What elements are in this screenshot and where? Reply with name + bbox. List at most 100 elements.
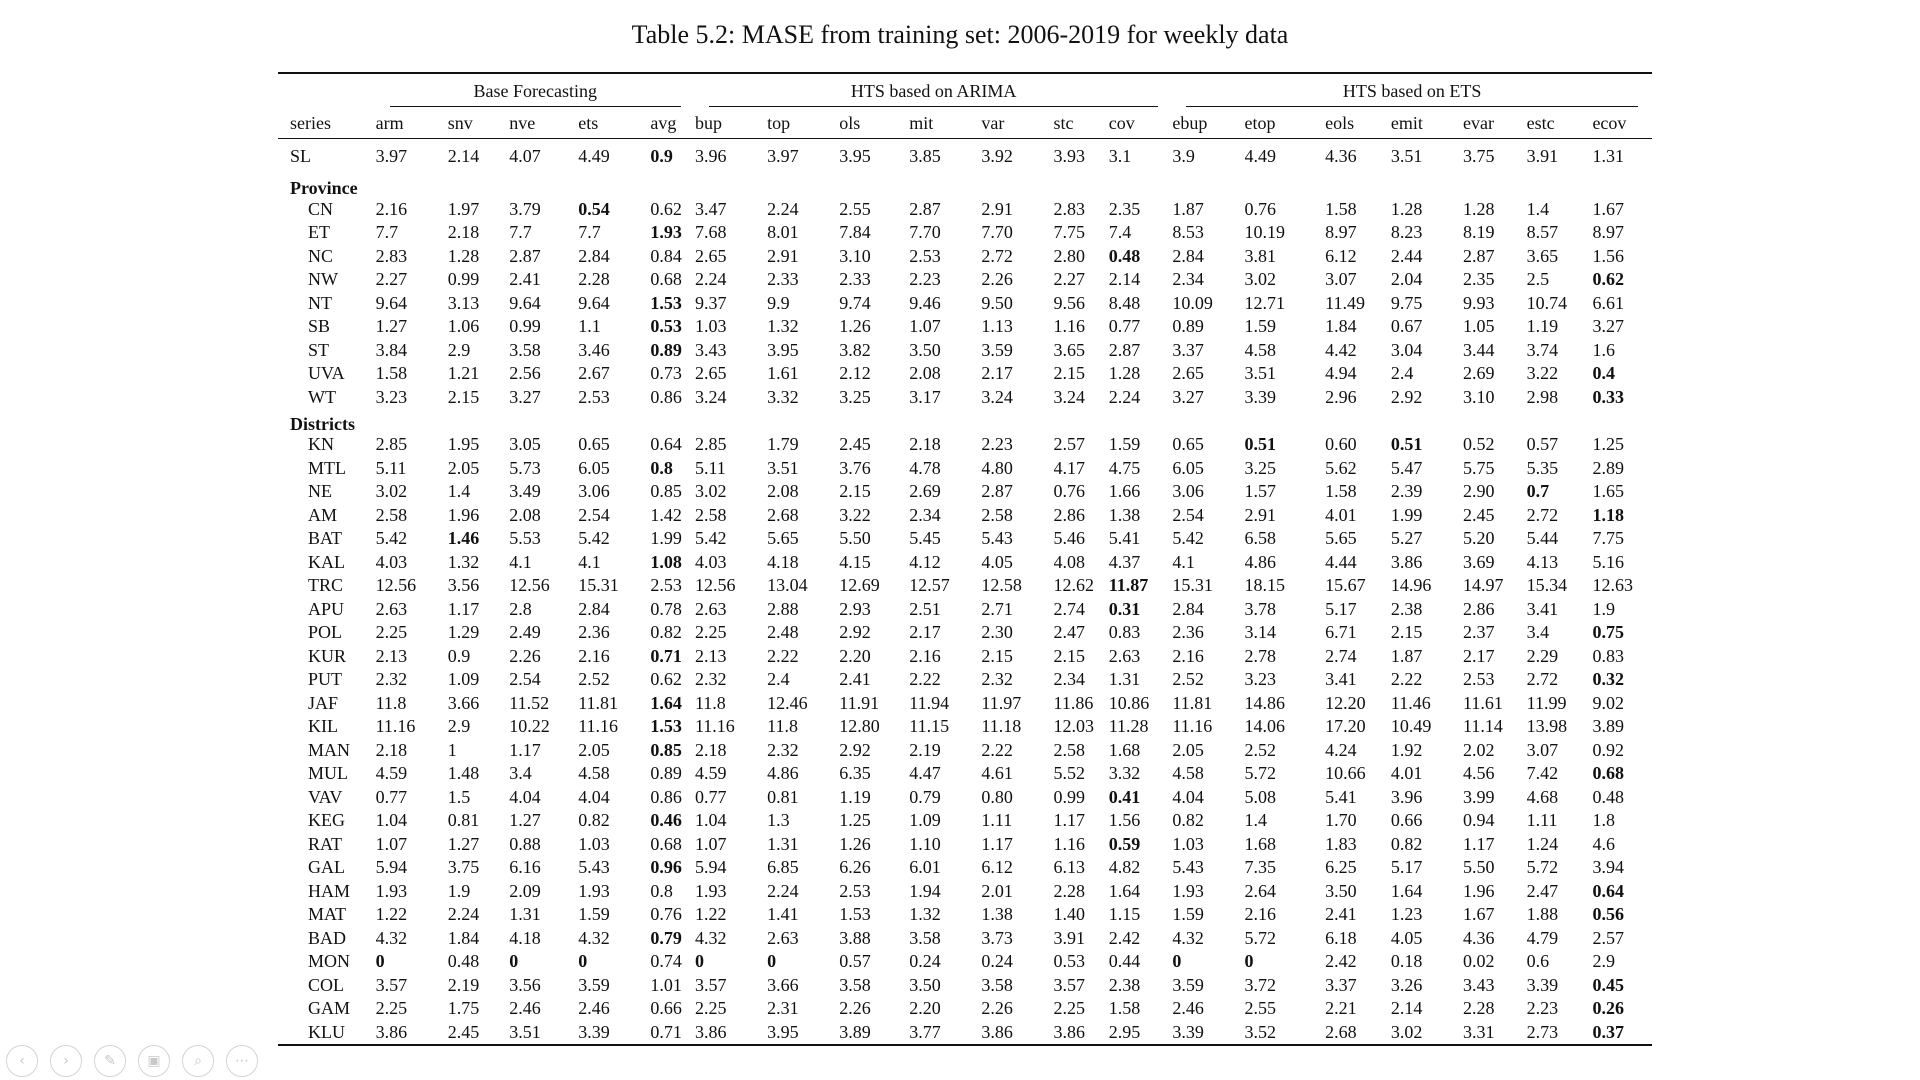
series-name-cell: SL bbox=[290, 146, 312, 166]
value-cell-top: 2.63 bbox=[767, 927, 799, 948]
value-cell-estc: 3.91 bbox=[1526, 146, 1559, 166]
value-cell-etop: 7.35 bbox=[1244, 857, 1277, 878]
value-cell-top: 3.32 bbox=[767, 386, 799, 407]
value-cell-ets: 4.32 bbox=[578, 927, 610, 948]
value-cell-var: 11.18 bbox=[981, 716, 1022, 737]
value-cell-snv: 1.96 bbox=[447, 504, 480, 525]
value-cell-mit: 1.09 bbox=[909, 810, 941, 831]
value-cell-ebup: 4.32 bbox=[1172, 927, 1204, 948]
value-cell-ets: 2.52 bbox=[578, 669, 610, 690]
value-cell-ebup: 2.46 bbox=[1172, 998, 1204, 1019]
value-cell-ols: 2.33 bbox=[839, 269, 871, 290]
value-cell-arm: 0.77 bbox=[375, 786, 408, 807]
column-header-ols: ols bbox=[839, 113, 861, 133]
value-cell-ebup: 3.39 bbox=[1172, 1021, 1204, 1042]
value-cell-cov: 1.31 bbox=[1108, 669, 1141, 690]
series-name-cell: NT bbox=[308, 292, 332, 313]
value-cell-etop: 2.78 bbox=[1244, 645, 1277, 666]
series-name-cell: POL bbox=[308, 622, 343, 643]
value-cell-var: 1.17 bbox=[981, 833, 1013, 854]
value-cell-arm: 11.8 bbox=[375, 692, 407, 713]
value-cell-ebup: 1.59 bbox=[1172, 904, 1204, 925]
value-cell-evar: 5.75 bbox=[1463, 457, 1495, 478]
series-name-cell: AM bbox=[308, 504, 338, 525]
table-row: KAL 4.03 1.32 4.1 4.1 1.08 4.03 4.18 4.15 4.12 4.0… bbox=[278, 550, 1652, 574]
value-cell-bup: 2.32 bbox=[694, 669, 727, 690]
value-cell-cov: 2.42 bbox=[1108, 927, 1141, 948]
value-cell-estc: 2.5 bbox=[1526, 269, 1550, 290]
value-cell-ecov: 3.94 bbox=[1592, 857, 1624, 878]
value-cell-ebup: 2.52 bbox=[1172, 669, 1204, 690]
value-cell-mit: 9.46 bbox=[909, 292, 941, 313]
value-cell-snv: 1.06 bbox=[447, 316, 480, 337]
value-cell-emit: 3.02 bbox=[1390, 1021, 1423, 1042]
slide-toolbar: ‹ › ✎ ▣ ⌕ ⋯ bbox=[6, 1045, 258, 1079]
value-cell-ols: 1.53 bbox=[839, 904, 871, 925]
value-cell-ols: 3.22 bbox=[839, 504, 871, 525]
next-slide-button[interactable]: › bbox=[50, 1045, 82, 1077]
value-cell-estc: 3.41 bbox=[1526, 598, 1559, 619]
value-cell-avg: 0.82 bbox=[650, 622, 682, 643]
value-cell-emit: 1.64 bbox=[1390, 880, 1423, 901]
value-cell-ets: 3.39 bbox=[578, 1021, 610, 1042]
value-cell-ebup: 5.43 bbox=[1172, 857, 1204, 878]
value-cell-emit: 2.44 bbox=[1390, 245, 1423, 266]
value-cell-estc: 2.23 bbox=[1526, 998, 1559, 1019]
value-cell-estc: 1.24 bbox=[1526, 833, 1559, 854]
pen-icon: ✎ bbox=[104, 1053, 116, 1069]
slide-overview-button[interactable]: ▣ bbox=[138, 1045, 170, 1077]
value-cell-ecov: 5.16 bbox=[1592, 551, 1624, 572]
value-cell-emit: 2.15 bbox=[1390, 622, 1423, 643]
value-cell-ols: 1.26 bbox=[839, 316, 871, 337]
column-header-cov: cov bbox=[1108, 113, 1135, 133]
column-header-evar: evar bbox=[1463, 113, 1495, 133]
value-cell-top: 2.4 bbox=[767, 669, 790, 690]
value-cell-cov: 0.83 bbox=[1108, 622, 1141, 643]
series-name-cell: BAT bbox=[308, 528, 343, 549]
column-header-top: top bbox=[767, 113, 791, 133]
value-cell-var: 11.97 bbox=[981, 692, 1022, 713]
value-cell-var: 2.87 bbox=[981, 481, 1013, 502]
value-cell-estc: 5.35 bbox=[1526, 457, 1559, 478]
zoom-button[interactable]: ⌕ bbox=[182, 1045, 214, 1077]
pen-tool-button[interactable]: ✎ bbox=[94, 1045, 126, 1077]
value-cell-emit: 8.23 bbox=[1390, 222, 1423, 243]
previous-slide-button[interactable]: ‹ bbox=[6, 1045, 38, 1077]
column-header-avg: avg bbox=[650, 113, 677, 133]
column-header-estc: estc bbox=[1526, 113, 1555, 133]
value-cell-var: 2.17 bbox=[981, 363, 1013, 384]
more-options-button[interactable]: ⋯ bbox=[226, 1045, 258, 1077]
value-cell-estc: 10.74 bbox=[1526, 292, 1568, 313]
value-cell-cov: 2.95 bbox=[1108, 1021, 1141, 1042]
value-cell-mit: 3.50 bbox=[909, 339, 941, 360]
value-cell-top: 6.85 bbox=[767, 857, 799, 878]
value-cell-ets: 1.59 bbox=[578, 904, 610, 925]
value-cell-ebup: 5.42 bbox=[1172, 528, 1204, 549]
value-cell-var: 6.12 bbox=[981, 857, 1013, 878]
value-cell-estc: 3.65 bbox=[1526, 245, 1559, 266]
value-cell-bup: 1.04 bbox=[694, 810, 727, 831]
value-cell-snv: 1.32 bbox=[447, 551, 480, 572]
value-cell-cov: 1.15 bbox=[1108, 904, 1141, 925]
value-cell-estc: 0.6 bbox=[1526, 951, 1550, 972]
value-cell-emit: 9.75 bbox=[1390, 292, 1423, 313]
value-cell-ebup: 0.65 bbox=[1172, 434, 1204, 455]
value-cell-emit: 5.47 bbox=[1390, 457, 1423, 478]
value-cell-ebup: 2.84 bbox=[1172, 245, 1204, 266]
value-cell-ecov: 0.92 bbox=[1592, 739, 1624, 760]
value-cell-mit: 1.94 bbox=[909, 880, 941, 901]
value-cell-etop: 10.19 bbox=[1244, 222, 1286, 243]
value-cell-nve: 2.08 bbox=[509, 504, 541, 525]
value-cell-top: 4.86 bbox=[767, 763, 799, 784]
value-cell-snv: 1.27 bbox=[447, 833, 480, 854]
value-cell-ols: 5.50 bbox=[839, 528, 871, 549]
value-cell-eols: 1.58 bbox=[1325, 481, 1357, 502]
value-cell-cov: 3.1 bbox=[1108, 146, 1132, 166]
value-cell-eols: 4.24 bbox=[1325, 739, 1357, 760]
table-row: APU 2.63 1.17 2.8 2.84 0.78 2.63 2.88 2.93 2.51 2.… bbox=[278, 597, 1652, 621]
value-cell-evar: 2.28 bbox=[1463, 998, 1495, 1019]
value-cell-ols: 3.10 bbox=[839, 245, 871, 266]
value-cell-avg: 2.53 bbox=[650, 575, 682, 596]
value-cell-evar: 3.69 bbox=[1463, 551, 1495, 572]
value-cell-mit: 2.16 bbox=[909, 645, 941, 666]
